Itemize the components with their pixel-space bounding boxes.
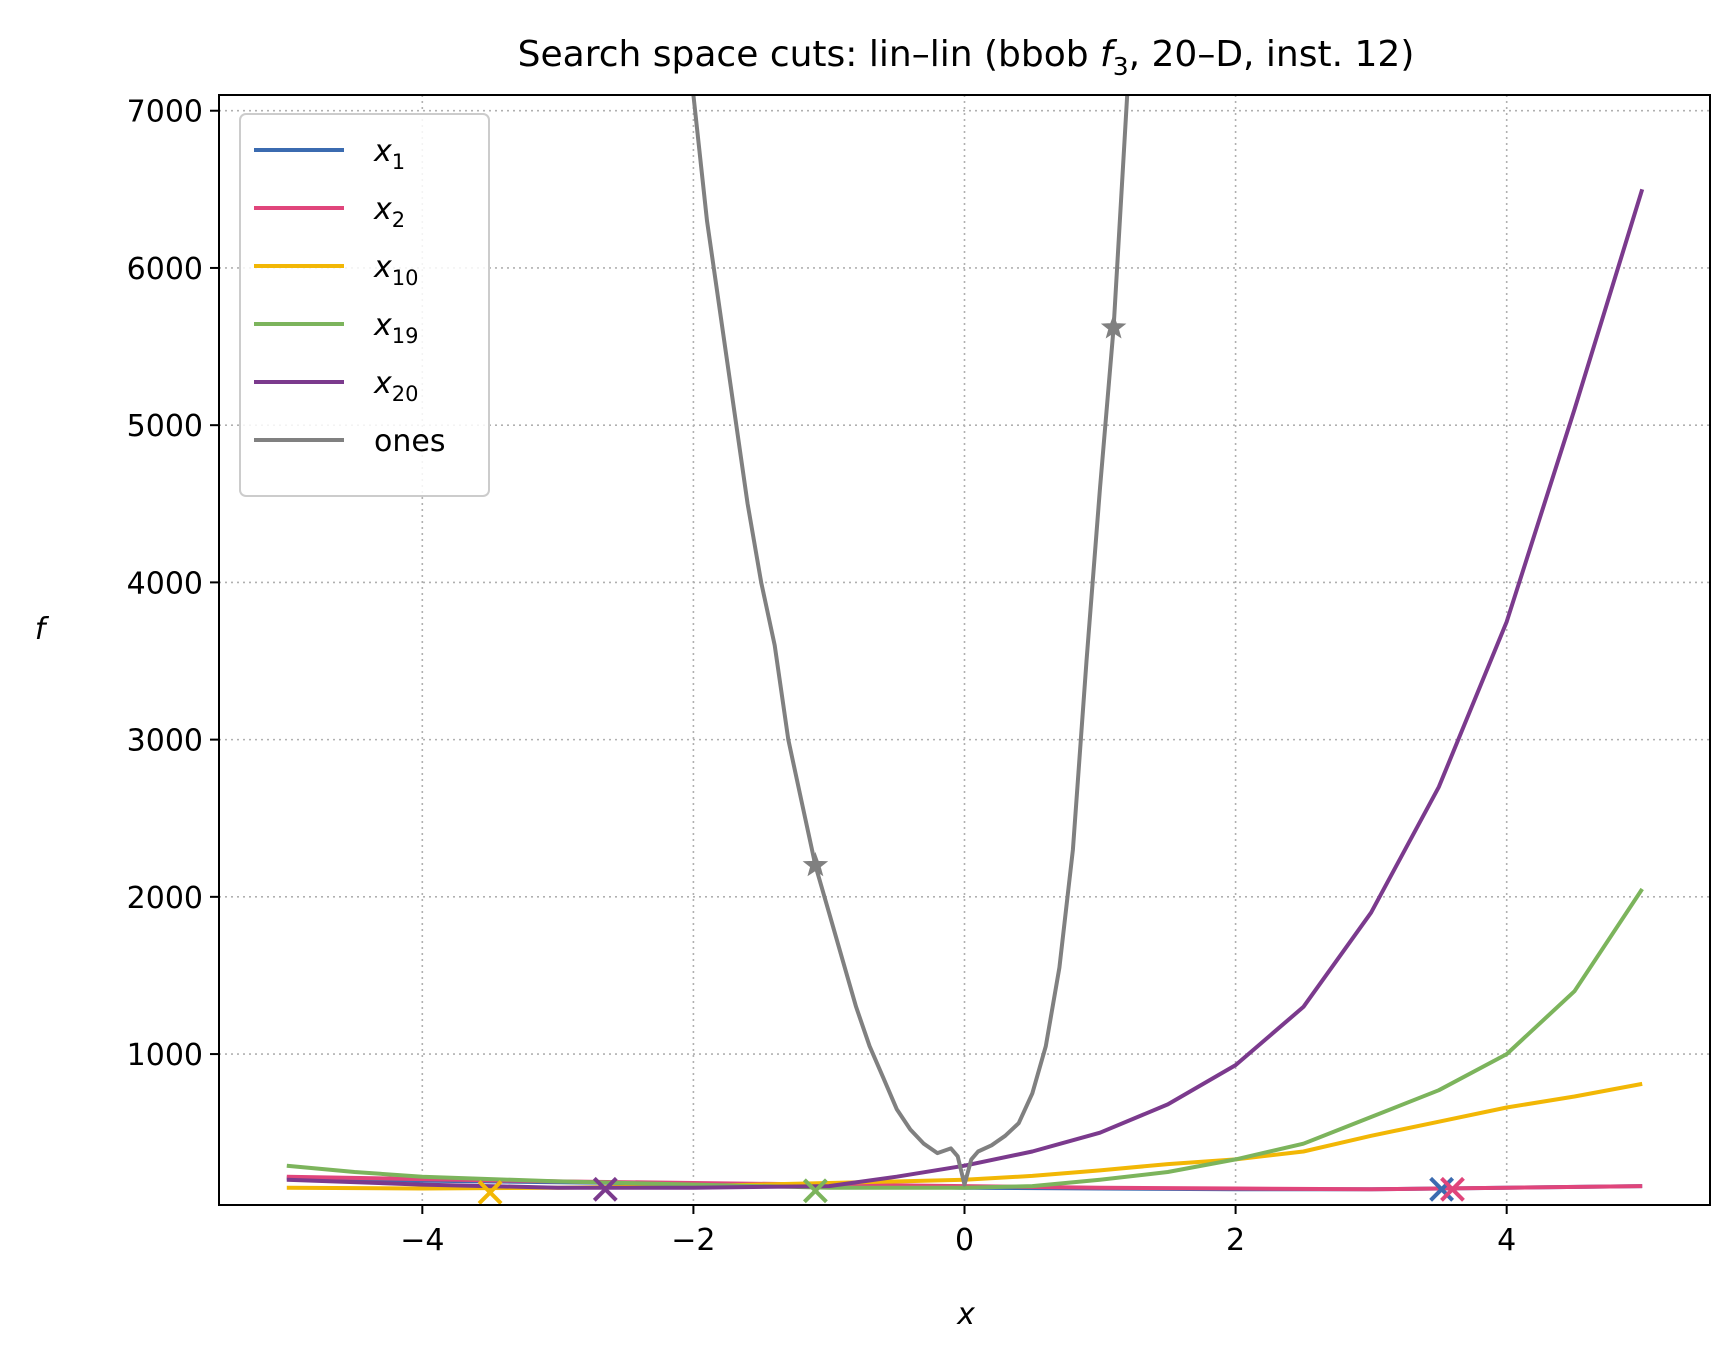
x-tick-label: 4 bbox=[1497, 1223, 1516, 1258]
x-tick-label: 0 bbox=[955, 1223, 974, 1258]
x-axis-ticks: −4 −2 0 2 4 bbox=[400, 1205, 1516, 1258]
x-tick-label: 2 bbox=[1226, 1223, 1245, 1258]
y-axis-ticks: 1000 2000 3000 4000 5000 6000 7000 bbox=[127, 95, 219, 1073]
legend: x1 x2 x10 x19 x20 ones bbox=[239, 113, 490, 497]
marker-x-x1 bbox=[1429, 1176, 1455, 1202]
legend-label-x1: x1 bbox=[373, 134, 405, 174]
y-tick-label: 5000 bbox=[127, 409, 203, 444]
series-line-x19 bbox=[286, 887, 1644, 1190]
marker-x-x2 bbox=[1440, 1176, 1465, 1202]
legend-label-x20: x20 bbox=[373, 366, 419, 406]
marker-star-ones bbox=[802, 851, 829, 877]
chart-title: Search space cuts: lin–lin (bbob f3, 20–… bbox=[518, 34, 1415, 81]
legend-items: x1 x2 x10 x19 x20 ones bbox=[254, 134, 445, 459]
y-tick-label: 2000 bbox=[127, 881, 203, 916]
legend-label-ones: ones bbox=[374, 424, 445, 459]
grid-lines bbox=[219, 95, 1710, 1205]
y-tick-label: 6000 bbox=[127, 252, 203, 287]
y-tick-label: 3000 bbox=[127, 724, 203, 759]
x-tick-label: −4 bbox=[400, 1223, 444, 1258]
series-lines bbox=[286, 95, 1645, 1192]
series-line-x20 bbox=[286, 188, 1645, 1190]
legend-label-x19: x19 bbox=[373, 308, 419, 348]
marker-x-x19 bbox=[802, 1178, 828, 1204]
series-line-ones bbox=[691, 95, 1130, 1187]
marker-x-x20 bbox=[592, 1176, 618, 1202]
x-tick-label: −2 bbox=[671, 1223, 715, 1258]
x-axis-label: x bbox=[956, 1297, 975, 1332]
legend-label-x10: x10 bbox=[373, 250, 419, 290]
plot-area bbox=[286, 95, 1645, 1205]
marker-star-ones bbox=[1100, 314, 1127, 339]
series-markers bbox=[477, 314, 1465, 1205]
y-tick-label: 4000 bbox=[127, 566, 203, 601]
legend-label-x2: x2 bbox=[373, 192, 405, 232]
y-tick-label: 7000 bbox=[127, 95, 203, 130]
y-tick-label: 1000 bbox=[127, 1038, 203, 1073]
marker-x-x10 bbox=[477, 1180, 503, 1205]
